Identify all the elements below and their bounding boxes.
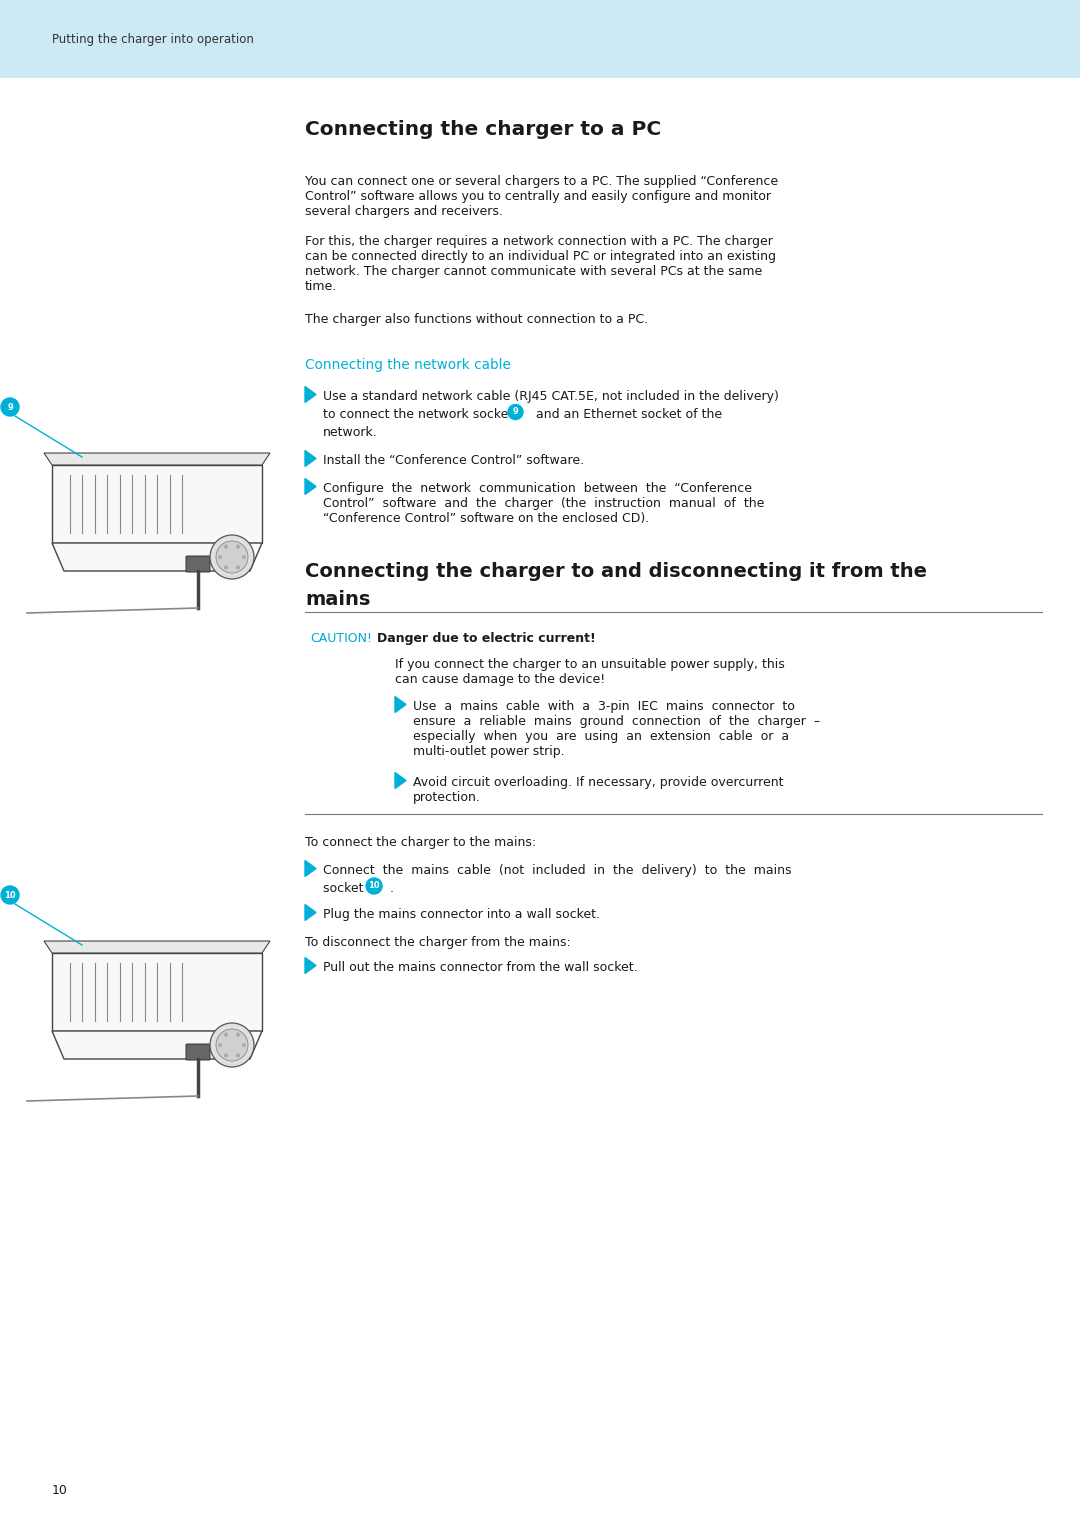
FancyBboxPatch shape (186, 556, 210, 571)
Text: Avoid circuit overloading. If necessary, provide overcurrent
protection.: Avoid circuit overloading. If necessary,… (413, 776, 783, 804)
Text: Connecting the charger to and disconnecting it from the: Connecting the charger to and disconnect… (305, 562, 927, 581)
FancyBboxPatch shape (52, 953, 262, 1031)
Polygon shape (52, 542, 262, 571)
Circle shape (237, 544, 240, 549)
Text: 9: 9 (8, 402, 13, 411)
Text: Plug the mains connector into a wall socket.: Plug the mains connector into a wall soc… (323, 908, 600, 921)
Text: Use a standard network cable (RJ45 CAT.5E, not included in the delivery): Use a standard network cable (RJ45 CAT.5… (323, 390, 779, 403)
Text: 10: 10 (4, 891, 16, 900)
Polygon shape (44, 452, 270, 465)
Polygon shape (395, 773, 406, 788)
Text: If you connect the charger to an unsuitable power supply, this
can cause damage : If you connect the charger to an unsuita… (395, 659, 785, 686)
Circle shape (242, 1044, 246, 1047)
Text: Install the “Conference Control” software.: Install the “Conference Control” softwar… (323, 454, 584, 468)
Text: Use  a  mains  cable  with  a  3-pin  IEC  mains  connector  to
ensure  a  relia: Use a mains cable with a 3-pin IEC mains… (413, 700, 820, 758)
Text: For this, the charger requires a network connection with a PC. The charger
can b: For this, the charger requires a network… (305, 235, 777, 293)
Circle shape (210, 535, 254, 579)
Circle shape (224, 544, 228, 549)
Circle shape (237, 1053, 240, 1057)
Text: Putting the charger into operation: Putting the charger into operation (52, 32, 254, 46)
Circle shape (216, 1028, 248, 1060)
Text: mains: mains (305, 590, 370, 610)
Text: socket: socket (323, 882, 367, 895)
Polygon shape (305, 451, 316, 466)
Circle shape (1, 886, 19, 905)
FancyBboxPatch shape (186, 1044, 210, 1060)
Text: 10: 10 (368, 882, 380, 891)
Text: Configure  the  network  communication  between  the  “Conference
Control”  soft: Configure the network communication betw… (323, 481, 765, 526)
FancyBboxPatch shape (0, 0, 1080, 78)
Text: To connect the charger to the mains:: To connect the charger to the mains: (305, 836, 536, 850)
Circle shape (508, 405, 523, 420)
Circle shape (216, 541, 248, 573)
Text: to connect the network socket: to connect the network socket (323, 408, 517, 422)
Text: Connect  the  mains  cable  (not  included  in  the  delivery)  to  the  mains: Connect the mains cable (not included in… (323, 863, 792, 877)
Circle shape (242, 555, 246, 559)
Circle shape (237, 565, 240, 570)
Circle shape (218, 1044, 222, 1047)
Polygon shape (44, 941, 270, 953)
Polygon shape (305, 958, 316, 973)
Polygon shape (305, 905, 316, 920)
Circle shape (366, 879, 382, 894)
Text: and an Ethernet socket of the: and an Ethernet socket of the (531, 408, 721, 422)
Text: You can connect one or several chargers to a PC. The supplied “Conference
Contro: You can connect one or several chargers … (305, 176, 778, 219)
Text: .: . (390, 882, 394, 895)
Polygon shape (305, 387, 316, 402)
Circle shape (237, 1033, 240, 1036)
Circle shape (224, 565, 228, 570)
FancyBboxPatch shape (52, 465, 262, 542)
Text: network.: network. (323, 426, 378, 439)
Polygon shape (305, 478, 316, 495)
Text: To disconnect the charger from the mains:: To disconnect the charger from the mains… (305, 937, 570, 949)
Circle shape (224, 1033, 228, 1036)
Text: CAUTION!: CAUTION! (310, 633, 372, 645)
Circle shape (218, 555, 222, 559)
Text: 9: 9 (513, 408, 518, 417)
Circle shape (210, 1024, 254, 1067)
Text: Pull out the mains connector from the wall socket.: Pull out the mains connector from the wa… (323, 961, 637, 973)
Circle shape (1, 397, 19, 416)
Polygon shape (395, 697, 406, 712)
Text: Connecting the charger to a PC: Connecting the charger to a PC (305, 121, 661, 139)
Text: Connecting the network cable: Connecting the network cable (305, 358, 511, 371)
Text: Danger due to electric current!: Danger due to electric current! (377, 633, 596, 645)
Text: 10: 10 (52, 1484, 68, 1496)
Polygon shape (52, 1031, 262, 1059)
Polygon shape (305, 860, 316, 877)
Circle shape (224, 1053, 228, 1057)
Text: The charger also functions without connection to a PC.: The charger also functions without conne… (305, 313, 648, 325)
